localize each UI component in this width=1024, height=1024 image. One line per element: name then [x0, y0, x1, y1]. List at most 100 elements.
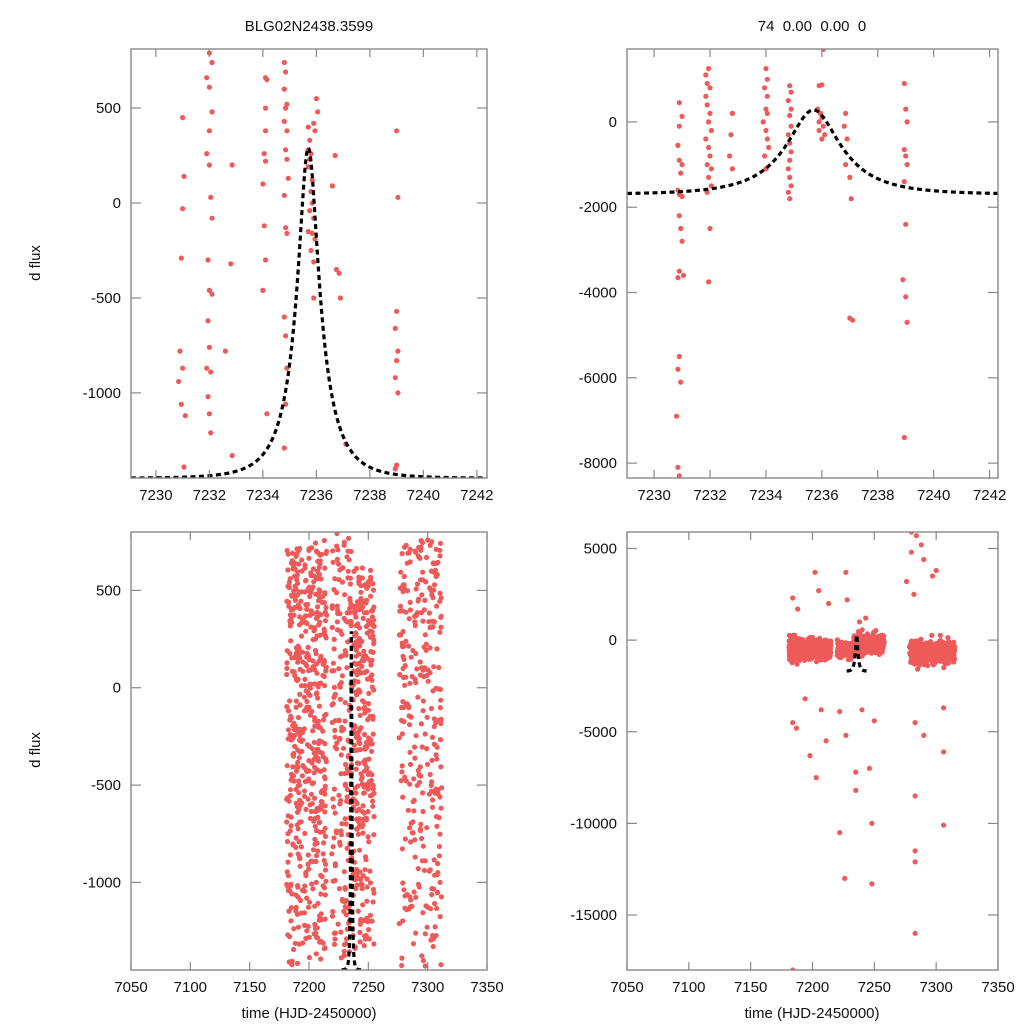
data-point: [338, 752, 344, 758]
data-point: [394, 358, 400, 364]
data-point: [370, 633, 376, 639]
data-point: [182, 413, 188, 419]
data-point: [409, 674, 415, 680]
data-point: [334, 532, 340, 537]
data-point: [360, 698, 366, 704]
data-point: [347, 575, 353, 581]
data-point: [837, 830, 843, 836]
data-point: [309, 760, 315, 766]
data-point: [303, 767, 309, 773]
ylabel-bottom-left: d flux: [27, 732, 44, 768]
data-point: [676, 100, 682, 106]
data-point: [938, 650, 944, 656]
data-point: [314, 934, 320, 941]
data-point: [330, 796, 336, 802]
data-point: [310, 780, 317, 786]
data-point: [933, 567, 939, 574]
data-point: [295, 602, 301, 608]
data-point: [406, 616, 412, 622]
data-point: [365, 784, 371, 791]
data-point: [229, 453, 235, 459]
data-point: [853, 769, 859, 775]
data-point: [286, 959, 292, 965]
data-point: [365, 707, 372, 713]
data-point: [788, 643, 794, 649]
data-point: [311, 625, 317, 631]
data-point: [432, 790, 438, 796]
data-point: [422, 963, 428, 969]
data-point: [361, 917, 367, 924]
data-point: [407, 607, 414, 613]
data-point: [762, 85, 768, 91]
data-point: [431, 723, 437, 730]
data-point: [415, 866, 421, 872]
data-point: [322, 783, 328, 789]
data-point: [834, 652, 840, 658]
data-point: [371, 832, 377, 838]
data-point: [342, 592, 348, 598]
data-point: [399, 763, 405, 769]
y-tick-label: -2000: [579, 199, 617, 216]
data-point: [437, 547, 443, 553]
data-point: [420, 843, 426, 849]
data-point: [323, 604, 329, 611]
data-point: [903, 153, 909, 159]
data-point: [294, 551, 300, 557]
data-point: [311, 259, 317, 265]
data-point: [399, 962, 405, 969]
data-point: [335, 921, 341, 927]
data-point: [706, 144, 712, 151]
data-point: [706, 66, 712, 72]
data-point: [912, 720, 918, 726]
data-point: [261, 223, 267, 229]
data-point: [430, 595, 436, 601]
data-point: [807, 645, 813, 651]
data-point: [434, 646, 440, 652]
y-tick-label: -4000: [579, 284, 617, 301]
data-point: [437, 686, 443, 693]
data-point: [399, 608, 406, 614]
data-point: [816, 119, 822, 125]
data-point: [437, 705, 443, 711]
data-point: [399, 731, 405, 737]
y-tick-label: -15000: [570, 907, 617, 924]
data-point: [409, 830, 415, 836]
data-point: [331, 786, 337, 792]
data-point: [824, 649, 830, 656]
data-point: [305, 586, 311, 592]
data-point: [347, 597, 353, 604]
data-point: [313, 930, 319, 936]
data-point: [363, 623, 370, 630]
data-point: [323, 635, 329, 641]
data-point: [364, 630, 370, 636]
data-point: [288, 918, 294, 924]
data-point: [302, 683, 308, 689]
data-point: [408, 897, 414, 903]
data-point: [228, 261, 234, 267]
data-point: [926, 652, 933, 659]
data-point: [821, 645, 827, 651]
data-point: [420, 698, 426, 704]
data-point: [850, 317, 856, 323]
data-point: [766, 144, 772, 151]
data-point: [823, 639, 829, 645]
data-point: [371, 641, 377, 647]
data-point: [345, 639, 351, 645]
x-tick-label: 7250: [352, 979, 385, 996]
data-point: [301, 788, 308, 794]
data-point: [315, 604, 321, 610]
data-point: [437, 590, 443, 596]
data-point: [424, 825, 430, 831]
data-point: [407, 599, 413, 606]
data-point: [408, 714, 414, 720]
data-point: [844, 597, 850, 603]
x-tick-label: 7240: [917, 487, 950, 504]
data-point: [411, 808, 417, 814]
data-point: [729, 110, 736, 116]
data-point: [341, 869, 347, 875]
data-point: [209, 291, 215, 297]
data-point: [364, 884, 370, 890]
data-point: [338, 828, 344, 834]
data-point: [407, 680, 413, 686]
data-point: [426, 610, 432, 616]
